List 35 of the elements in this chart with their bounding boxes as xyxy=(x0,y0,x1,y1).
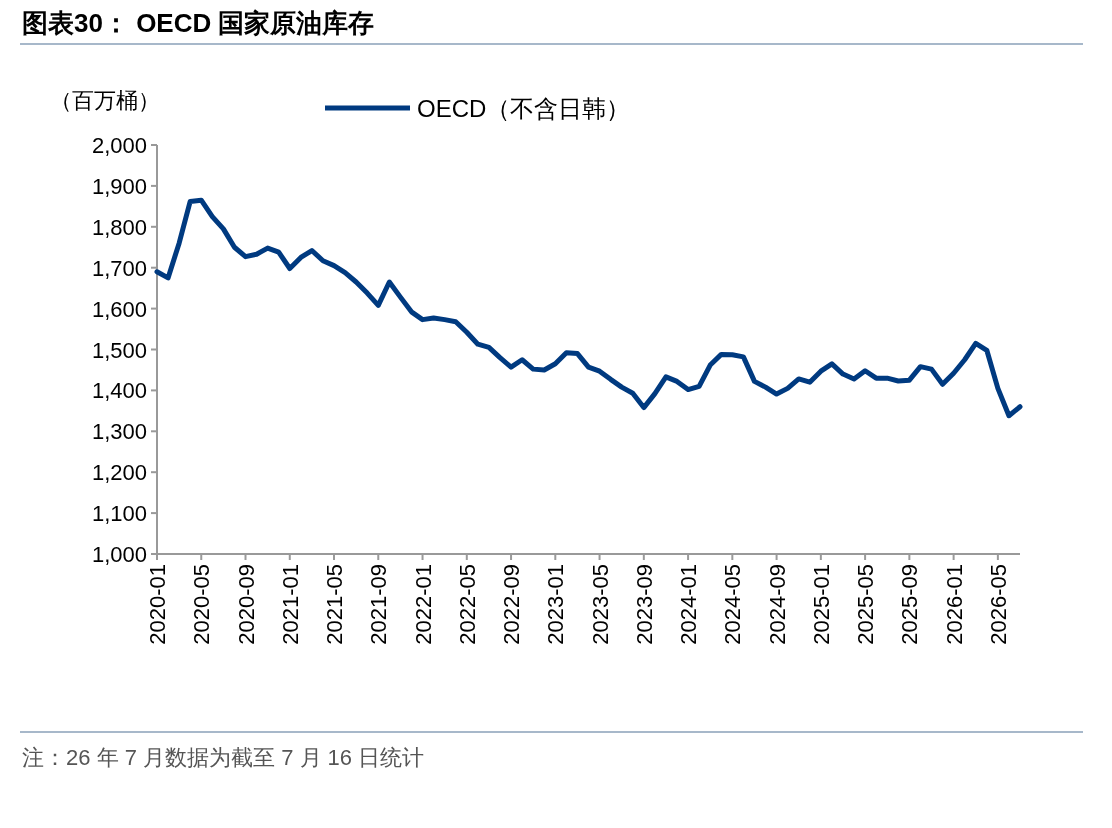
x-tick-label: 2021-01 xyxy=(277,564,303,645)
chart-title: 图表30： OECD 国家原油库存 xyxy=(22,8,375,38)
text: 注：26 年 7 月数据为截至 7 月 16 日统计 xyxy=(22,745,425,770)
x-tick-label: 2025-01 xyxy=(808,564,834,645)
x-tick-label: 2024-05 xyxy=(720,564,746,645)
x-tick-label: 2025-05 xyxy=(853,564,879,645)
y-axis-title: （百万桶） xyxy=(50,88,160,113)
y-tick-label: 1,400 xyxy=(91,378,147,404)
x-tick-label: 2022-09 xyxy=(499,564,525,645)
y-tick-label: 1,700 xyxy=(91,255,147,281)
x-tick-label: 2022-01 xyxy=(410,564,436,645)
x-tick-label: 2023-09 xyxy=(631,564,657,645)
x-tick-label: 2020-01 xyxy=(145,564,170,645)
y-tick-label: 2,000 xyxy=(91,133,147,158)
x-tick-label: 2026-01 xyxy=(941,564,967,645)
y-tick-label: 1,300 xyxy=(91,419,147,445)
x-tick-label: 2022-05 xyxy=(454,564,480,645)
legend-label: OECD（不含日韩） xyxy=(417,95,631,122)
y-tick-label: 1,500 xyxy=(91,337,147,363)
x-tick-label: 2026-05 xyxy=(985,564,1011,645)
x-tick-label: 2020-09 xyxy=(233,564,259,645)
x-tick-label: 2021-05 xyxy=(322,564,348,645)
x-tick-label: 2024-01 xyxy=(676,564,702,645)
x-tick-label: 2023-05 xyxy=(587,564,613,645)
y-tick-label: 1,800 xyxy=(91,214,147,240)
y-tick-label: 1,100 xyxy=(91,501,147,527)
y-tick-label: 1,900 xyxy=(91,173,147,199)
y-tick-label: 1,000 xyxy=(91,542,147,567)
x-tick-label: 2023-01 xyxy=(543,564,569,645)
x-tick-label: 2021-09 xyxy=(366,564,392,645)
y-tick-label: 1,200 xyxy=(91,460,147,486)
x-tick-label: 2024-09 xyxy=(764,564,790,645)
x-tick-label: 2025-09 xyxy=(897,564,923,645)
x-tick-label: 2020-05 xyxy=(189,564,215,645)
y-tick-label: 1,600 xyxy=(91,296,147,322)
